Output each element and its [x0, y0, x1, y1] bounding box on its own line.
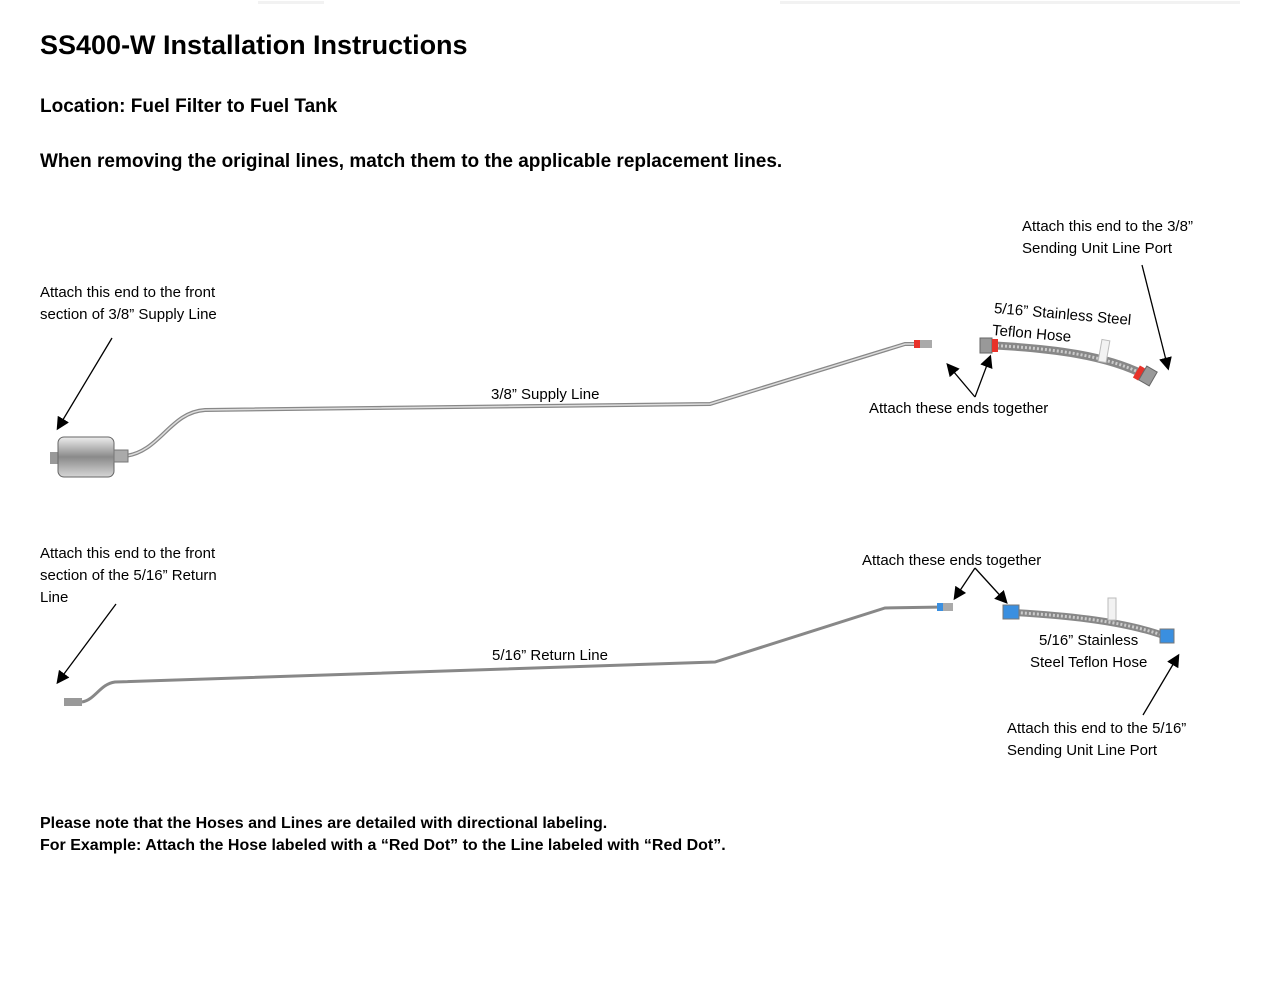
supply-port-label: Attach this end to the 3/8” Sending Unit… [1022, 216, 1193, 260]
fuel-filter [50, 436, 129, 478]
return-together-arrow-left [953, 567, 976, 601]
return-together-arrow-right [974, 567, 1008, 604]
return-hose-label: 5/16” Stainless Steel Teflon Hose [1030, 630, 1147, 674]
return-line [64, 603, 953, 706]
supply-port-label-line1: Attach this end to the 3/8” [1022, 218, 1193, 235]
top-rule-left [258, 1, 324, 4]
return-line-blue-marker [937, 603, 943, 611]
supply-together-arrow-right [974, 354, 993, 398]
return-hose-label-line1: 5/16” Stainless [1039, 632, 1139, 649]
note-line-2: For Example: Attach the Hose labeled wit… [40, 837, 726, 854]
supply-front-label-line2: section of 3/8” Supply Line [40, 306, 217, 323]
supply-hose [979, 337, 1158, 387]
supply-front-label-line1: Attach this end to the front [40, 284, 216, 301]
return-port-label-line2: Sending Unit Line Port [1007, 742, 1158, 759]
supply-front-arrow [56, 337, 113, 431]
return-port-arrow [1142, 653, 1180, 716]
supply-port-label-line2: Sending Unit Line Port [1022, 240, 1173, 257]
instruction-heading: When removing the original lines, match … [40, 151, 783, 172]
supply-together-label: Attach these ends together [869, 400, 1049, 417]
supply-port-arrow [1141, 264, 1172, 371]
supply-line-label: 3/8” Supply Line [491, 386, 600, 403]
return-front-label-line2: section of the 5/16” Return [40, 567, 217, 584]
return-front-arrow [56, 603, 117, 685]
supply-line-red-marker [914, 340, 920, 348]
return-line-label: 5/16” Return Line [492, 647, 608, 664]
return-front-label-line1: Attach this end to the front [40, 545, 216, 562]
return-front-label-line3: Line [40, 589, 69, 606]
supply-front-label: Attach this end to the front section of … [40, 282, 217, 326]
page-title: SS400-W Installation Instructions [40, 30, 468, 60]
supply-line [124, 340, 932, 458]
note-line-1: Please note that the Hoses and Lines are… [40, 815, 608, 832]
supply-together-arrow-left [946, 363, 976, 398]
return-front-label: Attach this end to the front section of … [40, 543, 217, 609]
return-hose [1002, 597, 1175, 644]
return-together-label: Attach these ends together [862, 552, 1042, 569]
return-port-label: Attach this end to the 5/16” Sending Uni… [1007, 718, 1186, 762]
top-rule-right [780, 1, 1240, 4]
return-hose-label-line2: Steel Teflon Hose [1030, 654, 1148, 671]
return-port-label-line1: Attach this end to the 5/16” [1007, 720, 1187, 737]
location-heading: Location: Fuel Filter to Fuel Tank [40, 96, 338, 117]
